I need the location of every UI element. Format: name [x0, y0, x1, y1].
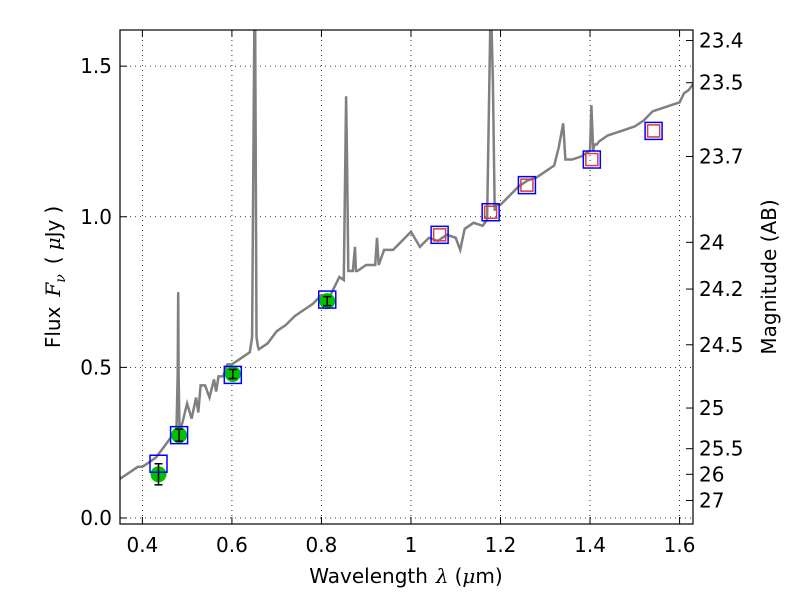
y2-tick-label: 23.4: [699, 29, 744, 53]
x-tick-label: 0.4: [126, 533, 158, 557]
y2-tick-label: 27: [699, 489, 724, 513]
predicted-point: [432, 228, 447, 242]
predicted-point: [585, 152, 599, 167]
markers: [149, 121, 663, 486]
x-tick-label: 1.6: [664, 533, 696, 557]
x-tick-label: 1.4: [574, 533, 606, 557]
x-tick-label: 1: [405, 533, 418, 557]
y2-tick-label: 23.7: [699, 145, 744, 169]
predicted-point: [483, 205, 498, 219]
x-tick-label: 1.2: [485, 533, 517, 557]
model-point: [223, 365, 243, 385]
plot-frame: [119, 29, 694, 525]
y-axis-ticks: 0.0 0.5 1.0 1.5: [80, 54, 127, 530]
y2-tick-label: 25.5: [699, 437, 744, 461]
y-axis-label: FluxFν(μJy): [41, 206, 69, 348]
x-tick-label: 0.6: [216, 533, 248, 557]
x-axis-label: Wavelength λ (μm): [309, 564, 502, 588]
predicted-point: [520, 178, 534, 192]
plot-area: [120, 30, 693, 486]
model-point: [481, 202, 500, 222]
x-tick-label: 0.8: [306, 533, 338, 557]
y2-tick-label: 24.2: [699, 277, 744, 301]
y-tick-label: 1.0: [80, 205, 112, 229]
y2-tick-label: 25: [699, 396, 724, 420]
y2-tick-label: 23.5: [699, 71, 744, 95]
y2-tick-label: 26: [699, 462, 724, 486]
grid: [120, 30, 693, 524]
model-point: [169, 425, 189, 445]
y-tick-label: 0.0: [80, 506, 112, 530]
y2-tick-label: 24.5: [699, 333, 744, 357]
model-point: [582, 150, 602, 169]
series-line-model-spectrum: [120, 30, 693, 480]
y2-tick-label: 24: [699, 230, 724, 254]
y2-axis-label: Magnitude (AB): [757, 199, 781, 354]
y-tick-label: 0.5: [80, 355, 112, 379]
predicted-point: [646, 124, 661, 138]
model-point: [517, 175, 537, 195]
y2-axis-ticks: 23.4 23.5 23.7 24 24.2 24.5 25 25.526 27: [686, 29, 744, 513]
model-point: [644, 121, 663, 141]
model-point: [318, 290, 337, 309]
model-point: [430, 225, 449, 245]
model-point: [149, 454, 168, 474]
x-axis-ticks: 0.4 0.6 0.8 1 1.2 1.4 1.6: [126, 30, 695, 557]
y-tick-label: 1.5: [80, 54, 112, 78]
